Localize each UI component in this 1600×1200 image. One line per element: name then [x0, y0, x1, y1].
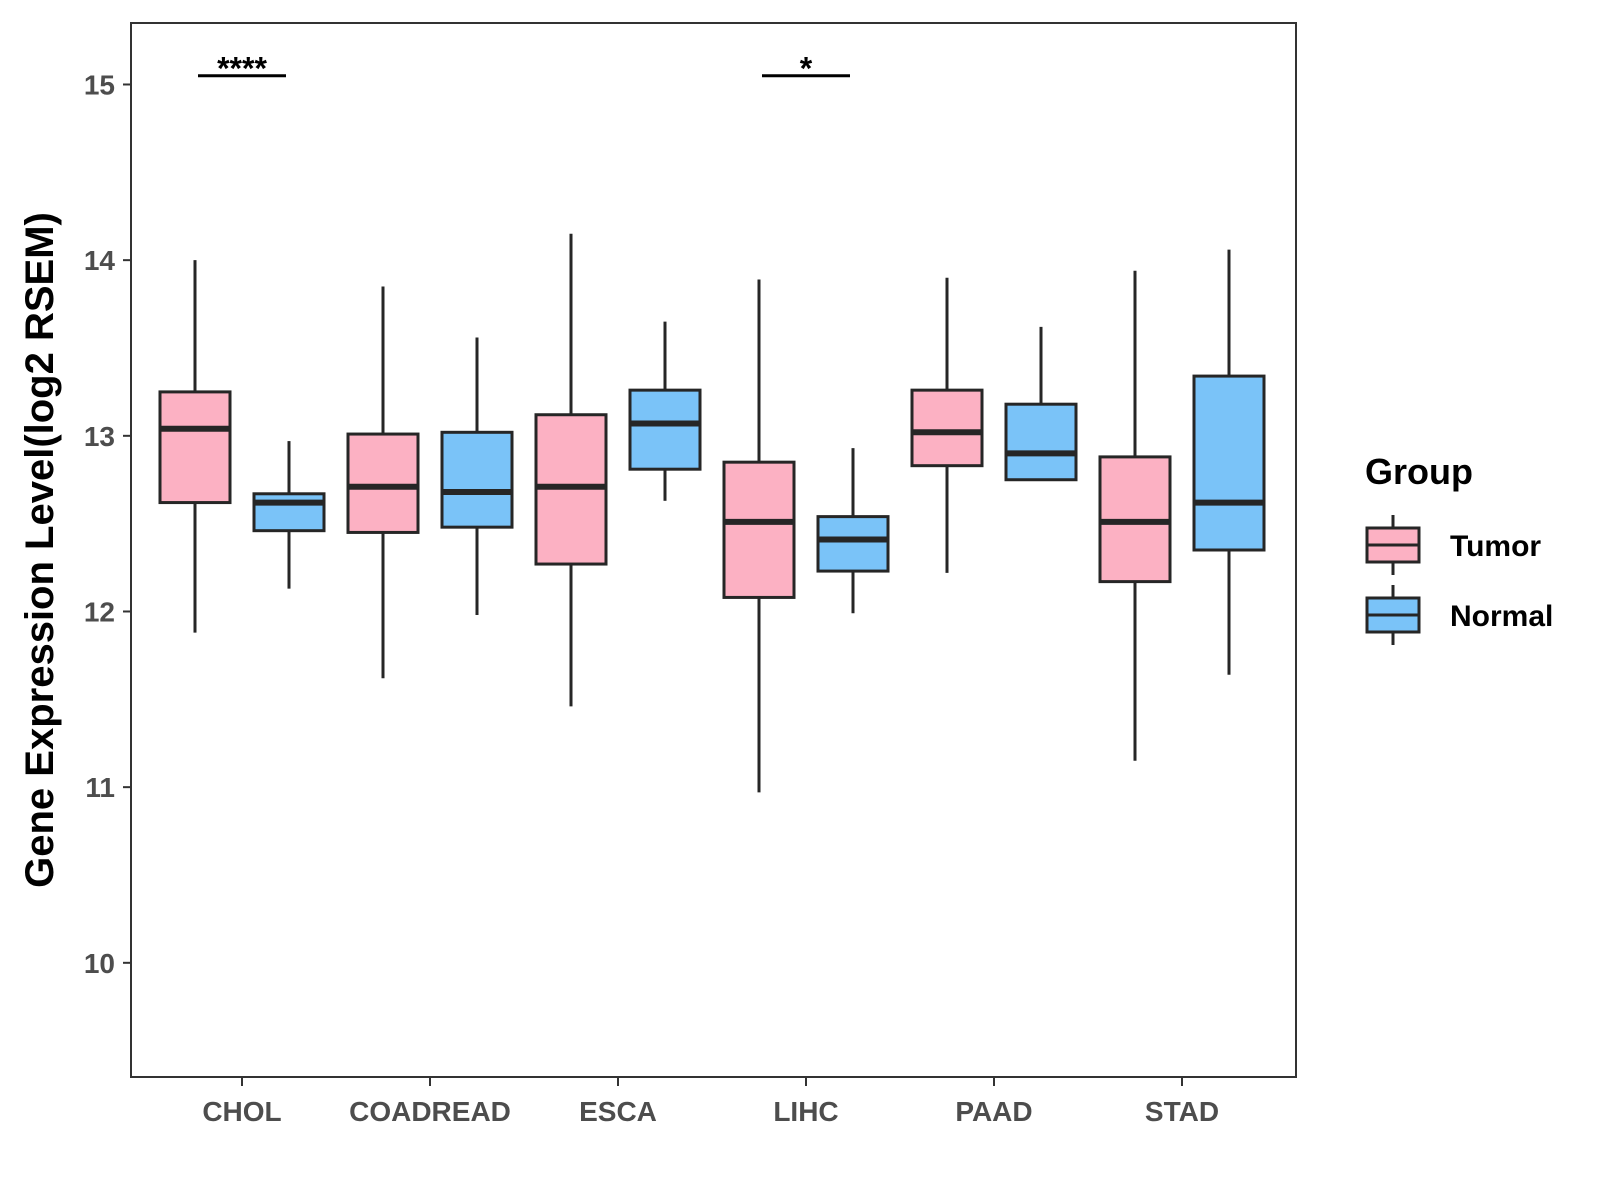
x-axis: CHOL COADREAD ESCA LIHC PAAD STAD — [202, 1077, 1219, 1127]
box-tumor-paad — [910, 277, 984, 573]
legend-key-normal — [1365, 585, 1421, 645]
significance-label: * — [800, 51, 813, 87]
box-iqr — [440, 430, 514, 529]
legend-title: Group — [1365, 451, 1473, 492]
box-tumor-stad — [1098, 270, 1172, 761]
y-tick-label: 11 — [85, 772, 115, 803]
legend-label-tumor: Tumor — [1450, 530, 1541, 563]
y-tick-label: 13 — [84, 421, 115, 452]
box-iqr — [722, 460, 796, 599]
y-tick-label: 15 — [84, 69, 115, 100]
box-tumor-chol — [158, 260, 232, 633]
box-tumor-esca — [534, 233, 608, 707]
x-tick-label: COADREAD — [349, 1096, 511, 1127]
box-normal-chol — [252, 441, 326, 589]
x-tick-label: LIHC — [773, 1096, 838, 1127]
box-normal-paad — [1004, 326, 1078, 482]
box-iqr — [628, 388, 702, 471]
legend-label-normal: Normal — [1450, 600, 1553, 633]
box-iqr — [252, 492, 326, 533]
box-normal-stad — [1192, 249, 1266, 675]
box-iqr — [346, 432, 420, 534]
legend-key-tumor — [1365, 515, 1421, 575]
x-tick-label: STAD — [1145, 1096, 1219, 1127]
y-axis: 10 11 12 13 14 15 — [84, 69, 131, 979]
significance-annotations: **** * — [198, 51, 850, 87]
significance-label: **** — [217, 51, 267, 87]
box-iqr — [910, 388, 984, 468]
box-tumor-lihc — [722, 279, 796, 793]
x-tick-label: CHOL — [202, 1096, 281, 1127]
box-normal-esca — [628, 321, 702, 501]
box-iqr — [1004, 402, 1078, 482]
x-tick-label: PAAD — [955, 1096, 1032, 1127]
box-series — [158, 233, 1266, 793]
box-iqr — [1192, 374, 1266, 552]
box-normal-lihc — [816, 448, 890, 614]
box-tumor-coadread — [346, 286, 420, 679]
y-tick-label: 12 — [84, 596, 115, 627]
box-iqr — [816, 515, 890, 573]
y-tick-label: 10 — [84, 948, 115, 979]
y-tick-label: 14 — [84, 245, 116, 276]
legend: Group Tumor Normal — [1365, 451, 1553, 645]
box-iqr — [158, 390, 232, 505]
box-normal-coadread — [440, 337, 514, 615]
y-axis-title: Gene Expression Level(log2 RSEM) — [18, 212, 62, 888]
x-tick-label: ESCA — [579, 1096, 657, 1127]
